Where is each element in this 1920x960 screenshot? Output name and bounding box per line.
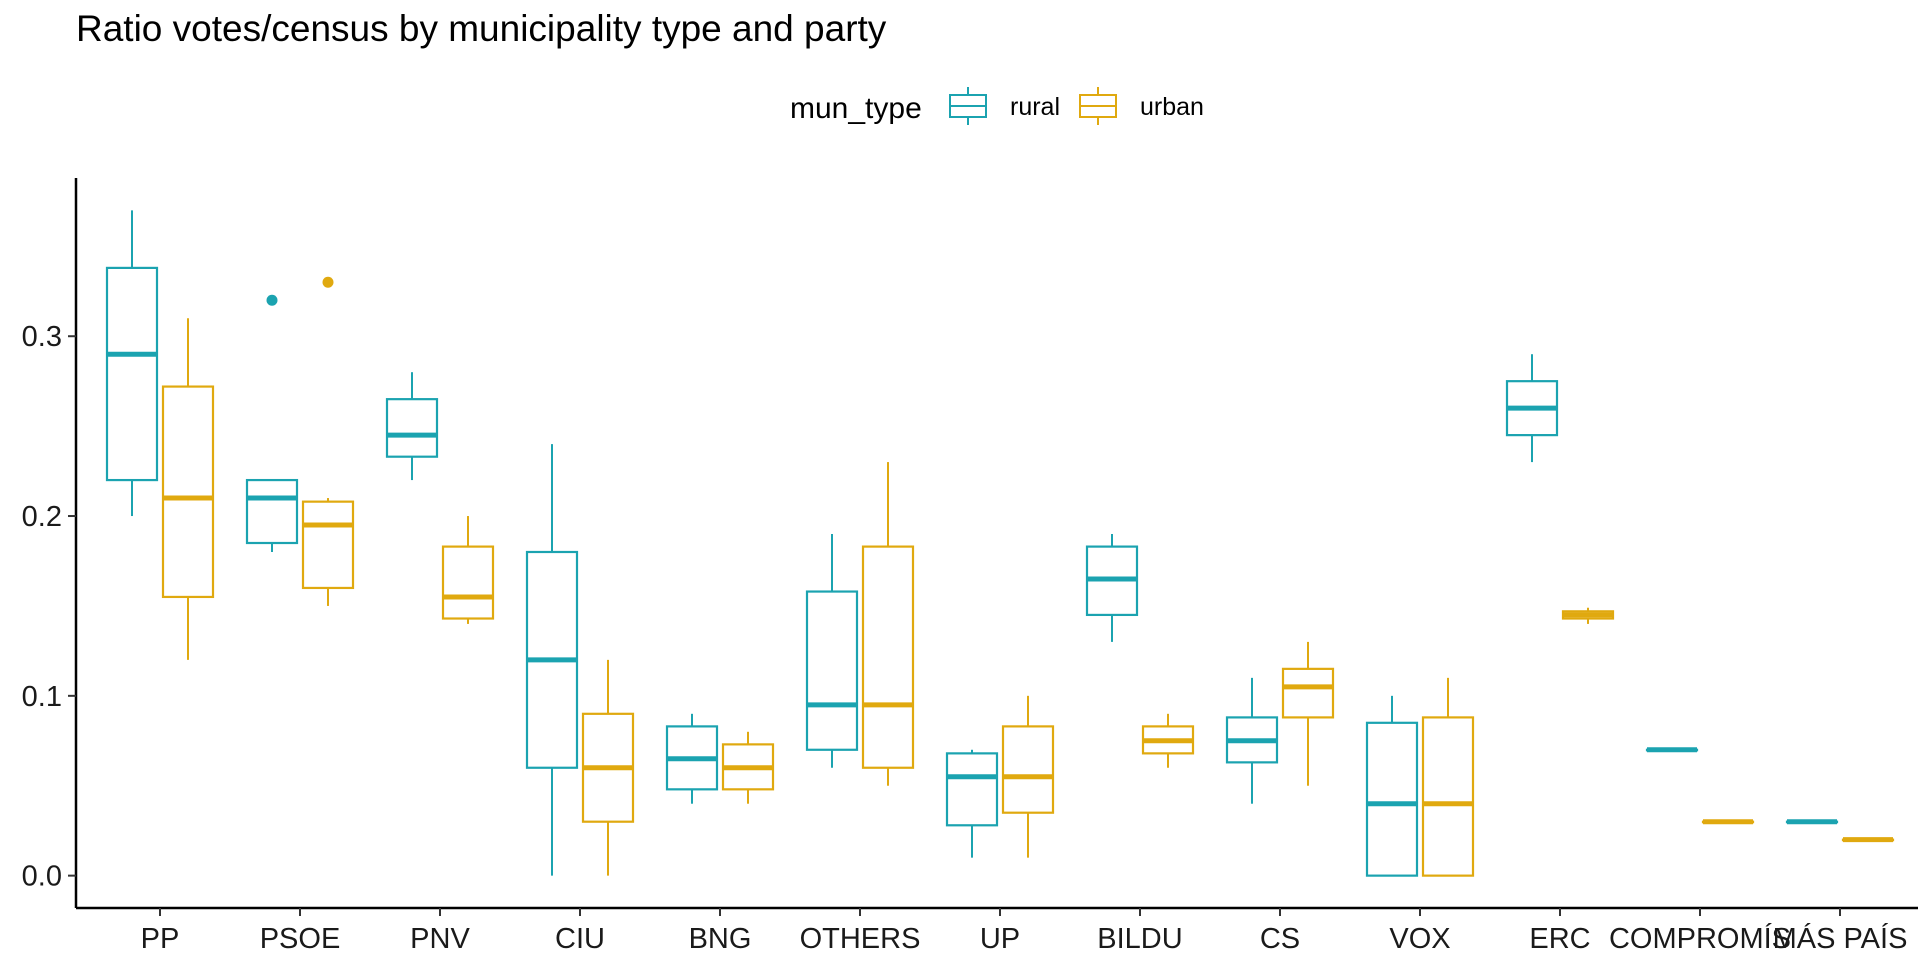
box-rural — [1505, 354, 1559, 463]
box-urban — [581, 659, 635, 876]
box-iqr — [441, 545, 495, 620]
box-rural — [525, 444, 579, 876]
outlier-point — [266, 294, 278, 306]
box-rural — [385, 372, 439, 481]
x-tick-label: PNV — [410, 923, 470, 955]
box-iqr — [861, 545, 915, 769]
x-tick-label: MÁS PAÍS — [1773, 922, 1908, 955]
box-urban — [1281, 641, 1335, 786]
box-iqr — [385, 398, 439, 458]
x-tick-label: CIU — [555, 923, 605, 955]
legend-item-urban: urban — [1079, 87, 1204, 125]
legend-label: urban — [1140, 93, 1204, 121]
x-tick-label: OTHERS — [800, 923, 921, 955]
box-urban — [1701, 819, 1755, 825]
y-tick-label: 0.3 — [22, 321, 62, 353]
box-iqr — [105, 266, 159, 482]
box-rural — [1085, 534, 1139, 642]
box-iqr — [1421, 716, 1475, 877]
box-urban — [1841, 837, 1895, 843]
box-iqr — [1281, 667, 1335, 719]
box-urban — [861, 462, 915, 786]
box-iqr — [1001, 725, 1055, 814]
box-iqr — [161, 385, 215, 599]
x-tick-label: UP — [980, 923, 1020, 955]
box-urban — [1001, 695, 1055, 858]
box-iqr — [945, 752, 999, 827]
box-iqr — [805, 590, 859, 751]
x-tick-label: BILDU — [1097, 923, 1182, 955]
box-iqr — [1365, 721, 1419, 877]
box-rural — [805, 534, 859, 768]
x-tick-label: VOX — [1389, 923, 1450, 955]
box-urban — [721, 731, 775, 804]
y-tick-label: 0.2 — [22, 501, 62, 533]
box-urban — [1421, 677, 1475, 877]
box-urban — [161, 318, 215, 660]
box-rural — [105, 210, 159, 517]
legend: mun_type rural urban — [790, 87, 1204, 125]
box-rural — [945, 749, 999, 858]
plot-area — [105, 210, 1895, 877]
box-rural — [1645, 747, 1699, 753]
x-tick-label: CS — [1260, 923, 1300, 955]
box-rural — [665, 713, 719, 804]
outlier-point — [322, 276, 334, 288]
x-tick-label: COMPROMÍS — [1609, 922, 1791, 955]
series-urban — [161, 276, 1895, 877]
chart-title: Ratio votes/census by municipality type … — [76, 8, 887, 49]
box-urban — [441, 516, 495, 624]
box-rural — [1225, 677, 1279, 804]
x-tick-label: PSOE — [260, 923, 341, 955]
legend-label: rural — [1010, 93, 1060, 121]
x-tick-label: PP — [141, 923, 180, 955]
box-urban — [1141, 713, 1195, 768]
series-rural — [105, 210, 1839, 877]
box-iqr — [301, 500, 355, 590]
box-urban — [1561, 607, 1615, 624]
y-axis: 0.0 0.1 0.2 0.3 — [22, 178, 78, 908]
box-urban — [301, 276, 355, 606]
legend-title: mun_type — [790, 92, 922, 125]
y-tick-label: 0.1 — [22, 681, 62, 713]
box-rural — [1365, 695, 1419, 877]
box-rural — [245, 294, 299, 552]
x-tick-label: BNG — [689, 923, 752, 955]
x-tick-label: ERC — [1529, 923, 1590, 955]
x-axis: PP PSOE PNV CIU BNG OTHERS UP BILDU CS VOX ERC COMP… — [76, 906, 1918, 955]
y-tick-label: 0.0 — [22, 861, 62, 893]
box-rural — [1785, 819, 1839, 825]
box-iqr — [245, 478, 299, 545]
legend-item-rural: rural — [949, 87, 1060, 125]
